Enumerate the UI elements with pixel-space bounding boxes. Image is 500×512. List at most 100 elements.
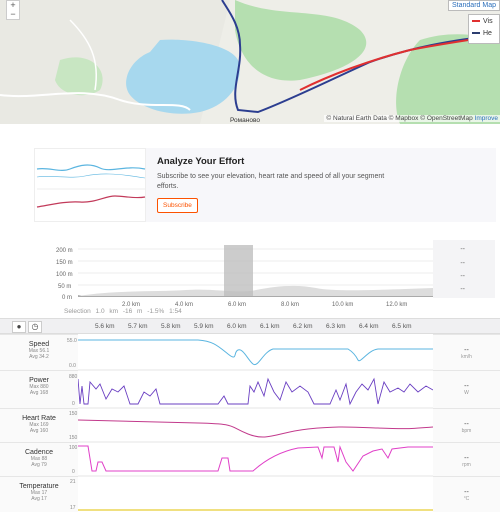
stream-unit: W bbox=[464, 390, 469, 396]
side-value: -- bbox=[460, 273, 465, 280]
stream-max: Max 880 bbox=[29, 384, 49, 390]
axis-top-label: 55.0 bbox=[67, 338, 77, 344]
stream-max: Max 56.1 bbox=[28, 348, 50, 354]
stream-label-power: Power Max 880 Avg 168 bbox=[0, 370, 78, 408]
axis-top-label: 21 bbox=[70, 479, 76, 485]
stream-title: Heart Rate bbox=[22, 415, 56, 422]
stream-unit: °C bbox=[463, 496, 470, 502]
stream-title: Cadence bbox=[24, 449, 54, 456]
y-tick: 200 m bbox=[56, 248, 73, 254]
stream-value-cadence: -- rpm bbox=[433, 442, 500, 476]
legend-label: He bbox=[483, 29, 492, 37]
y-tick: 0 m bbox=[62, 295, 72, 301]
side-value: -- bbox=[460, 260, 465, 267]
stream-value-speed: -- km/h bbox=[433, 334, 500, 370]
stream-title: Speed bbox=[28, 341, 50, 348]
km-tick: 5.9 km bbox=[194, 323, 214, 330]
stream-current-value: -- bbox=[464, 455, 469, 462]
stream-label-temperature: Temperature Max 17 Avg 17 bbox=[0, 476, 78, 512]
stream-label-heart-rate: Heart Rate Max 169 Avg 160 bbox=[0, 408, 78, 442]
stream-current-value: -- bbox=[464, 347, 469, 354]
map-legend: Vis He bbox=[468, 14, 500, 44]
x-tick: 10.0 km bbox=[332, 302, 353, 308]
elevation-overview-chart[interactable]: 200 m 150 m 100 m 50 m 0 m 2.0 km 4.0 km… bbox=[56, 240, 436, 310]
upsell-text: Subscribe to see your elevation, heart r… bbox=[157, 173, 385, 190]
stream-avg: Avg 160 bbox=[29, 428, 49, 434]
legend-item-visible[interactable]: Vis bbox=[469, 15, 499, 27]
map-attribution: © Natural Earth Data © Mapbox © OpenStre… bbox=[324, 115, 500, 122]
km-tick: 6.5 km bbox=[392, 323, 412, 330]
selection-stats: Selection 1.0 km -16 m -1.5% 1:54 bbox=[64, 308, 182, 315]
upsell-title: Analyze Your Effort bbox=[157, 156, 245, 167]
y-tick: 100 m bbox=[56, 272, 73, 278]
legend-item-heat[interactable]: He bbox=[469, 27, 499, 39]
stream-current-value: -- bbox=[464, 383, 469, 390]
stream-max: Max 88 bbox=[30, 456, 48, 462]
x-tick: 6.0 km bbox=[228, 302, 246, 308]
axis-top-label: 100 bbox=[69, 445, 78, 451]
location-pin-icon[interactable]: ● bbox=[12, 321, 26, 333]
stream-label-cadence: Cadence Max 88 Avg 79 bbox=[0, 442, 78, 476]
legend-swatch bbox=[472, 32, 480, 34]
side-value: -- bbox=[460, 246, 465, 253]
km-tick: 6.0 km bbox=[227, 323, 247, 330]
stream-current-value: -- bbox=[464, 489, 469, 496]
stream-title: Temperature bbox=[19, 483, 59, 490]
map-style-button[interactable]: Standard Map bbox=[448, 0, 500, 11]
analysis-streams: ● ◷ 5.6 km 5.7 km 5.8 km 5.9 km 6.0 km 6… bbox=[0, 318, 500, 512]
zoom-controls[interactable]: + − bbox=[6, 0, 20, 20]
km-tick: 5.8 km bbox=[161, 323, 181, 330]
subscribe-button[interactable]: Subscribe bbox=[157, 198, 198, 213]
stream-max: Max 17 bbox=[30, 490, 48, 496]
attr-natural-earth[interactable]: © Natural Earth Data bbox=[326, 115, 387, 122]
heart-rate-line bbox=[78, 419, 433, 438]
km-tick: 6.3 km bbox=[326, 323, 346, 330]
km-tick: 5.7 km bbox=[128, 323, 148, 330]
axis-bottom-label: 150 bbox=[69, 435, 78, 441]
stream-max: Max 169 bbox=[29, 422, 49, 428]
side-value: -- bbox=[460, 286, 465, 293]
zoom-in-button[interactable]: + bbox=[10, 0, 16, 10]
stream-title: Power bbox=[29, 377, 49, 384]
axis-bottom-label: 0 bbox=[72, 469, 75, 475]
stream-avg: Avg 34.2 bbox=[29, 354, 49, 360]
stream-avg: Avg 168 bbox=[29, 390, 49, 396]
legend-label: Vis bbox=[483, 17, 493, 25]
stream-current-value: -- bbox=[464, 421, 469, 428]
attr-osm[interactable]: © OpenStreetMap bbox=[420, 115, 473, 122]
km-tick: 6.2 km bbox=[293, 323, 313, 330]
y-tick: 150 m bbox=[56, 260, 73, 266]
x-tick: 2.0 km bbox=[122, 302, 140, 308]
elevation-overview[interactable]: 200 m 150 m 100 m 50 m 0 m 2.0 km 4.0 km… bbox=[56, 240, 436, 318]
stream-avg: Avg 79 bbox=[31, 462, 47, 468]
y-tick: 50 m bbox=[58, 284, 71, 290]
cadence-line bbox=[78, 445, 433, 472]
stream-value-temperature: -- °C bbox=[433, 476, 500, 512]
stream-label-speed: Speed Max 56.1 Avg 34.2 bbox=[0, 334, 78, 370]
zoom-out-button[interactable]: − bbox=[10, 9, 16, 19]
improve-map-link[interactable]: Improve bbox=[474, 115, 498, 122]
place-label: Романово bbox=[230, 117, 260, 124]
analyze-effort-upsell: Analyze Your Effort Subscribe to see you… bbox=[34, 148, 496, 222]
overview-side-values: -- -- -- -- bbox=[433, 240, 495, 298]
km-tick: 6.1 km bbox=[260, 323, 280, 330]
stream-unit: rpm bbox=[462, 462, 471, 468]
route-map[interactable]: + − Standard Map Vis He Романово © Natur… bbox=[0, 0, 500, 124]
axis-bottom-label: 0.0 bbox=[69, 363, 76, 369]
axis-top-label: 150 bbox=[69, 411, 78, 417]
x-tick: 12.0 km bbox=[386, 302, 407, 308]
attr-mapbox[interactable]: © Mapbox bbox=[388, 115, 419, 122]
legend-swatch bbox=[472, 20, 480, 22]
axis-top-label: 880 bbox=[69, 374, 78, 380]
km-tick: 5.6 km bbox=[95, 323, 115, 330]
axis-bottom-label: 17 bbox=[70, 505, 76, 511]
x-tick: 8.0 km bbox=[281, 302, 299, 308]
power-line bbox=[78, 377, 433, 406]
clock-icon[interactable]: ◷ bbox=[28, 321, 42, 333]
streams-chart[interactable] bbox=[78, 334, 433, 512]
selection-window[interactable] bbox=[224, 245, 253, 296]
stream-value-power: -- W bbox=[433, 370, 500, 408]
upsell-chart-thumbnail bbox=[34, 148, 146, 222]
streams-toolbar: ● ◷ 5.6 km 5.7 km 5.8 km 5.9 km 6.0 km 6… bbox=[0, 318, 500, 334]
map-canvas[interactable] bbox=[0, 0, 500, 124]
